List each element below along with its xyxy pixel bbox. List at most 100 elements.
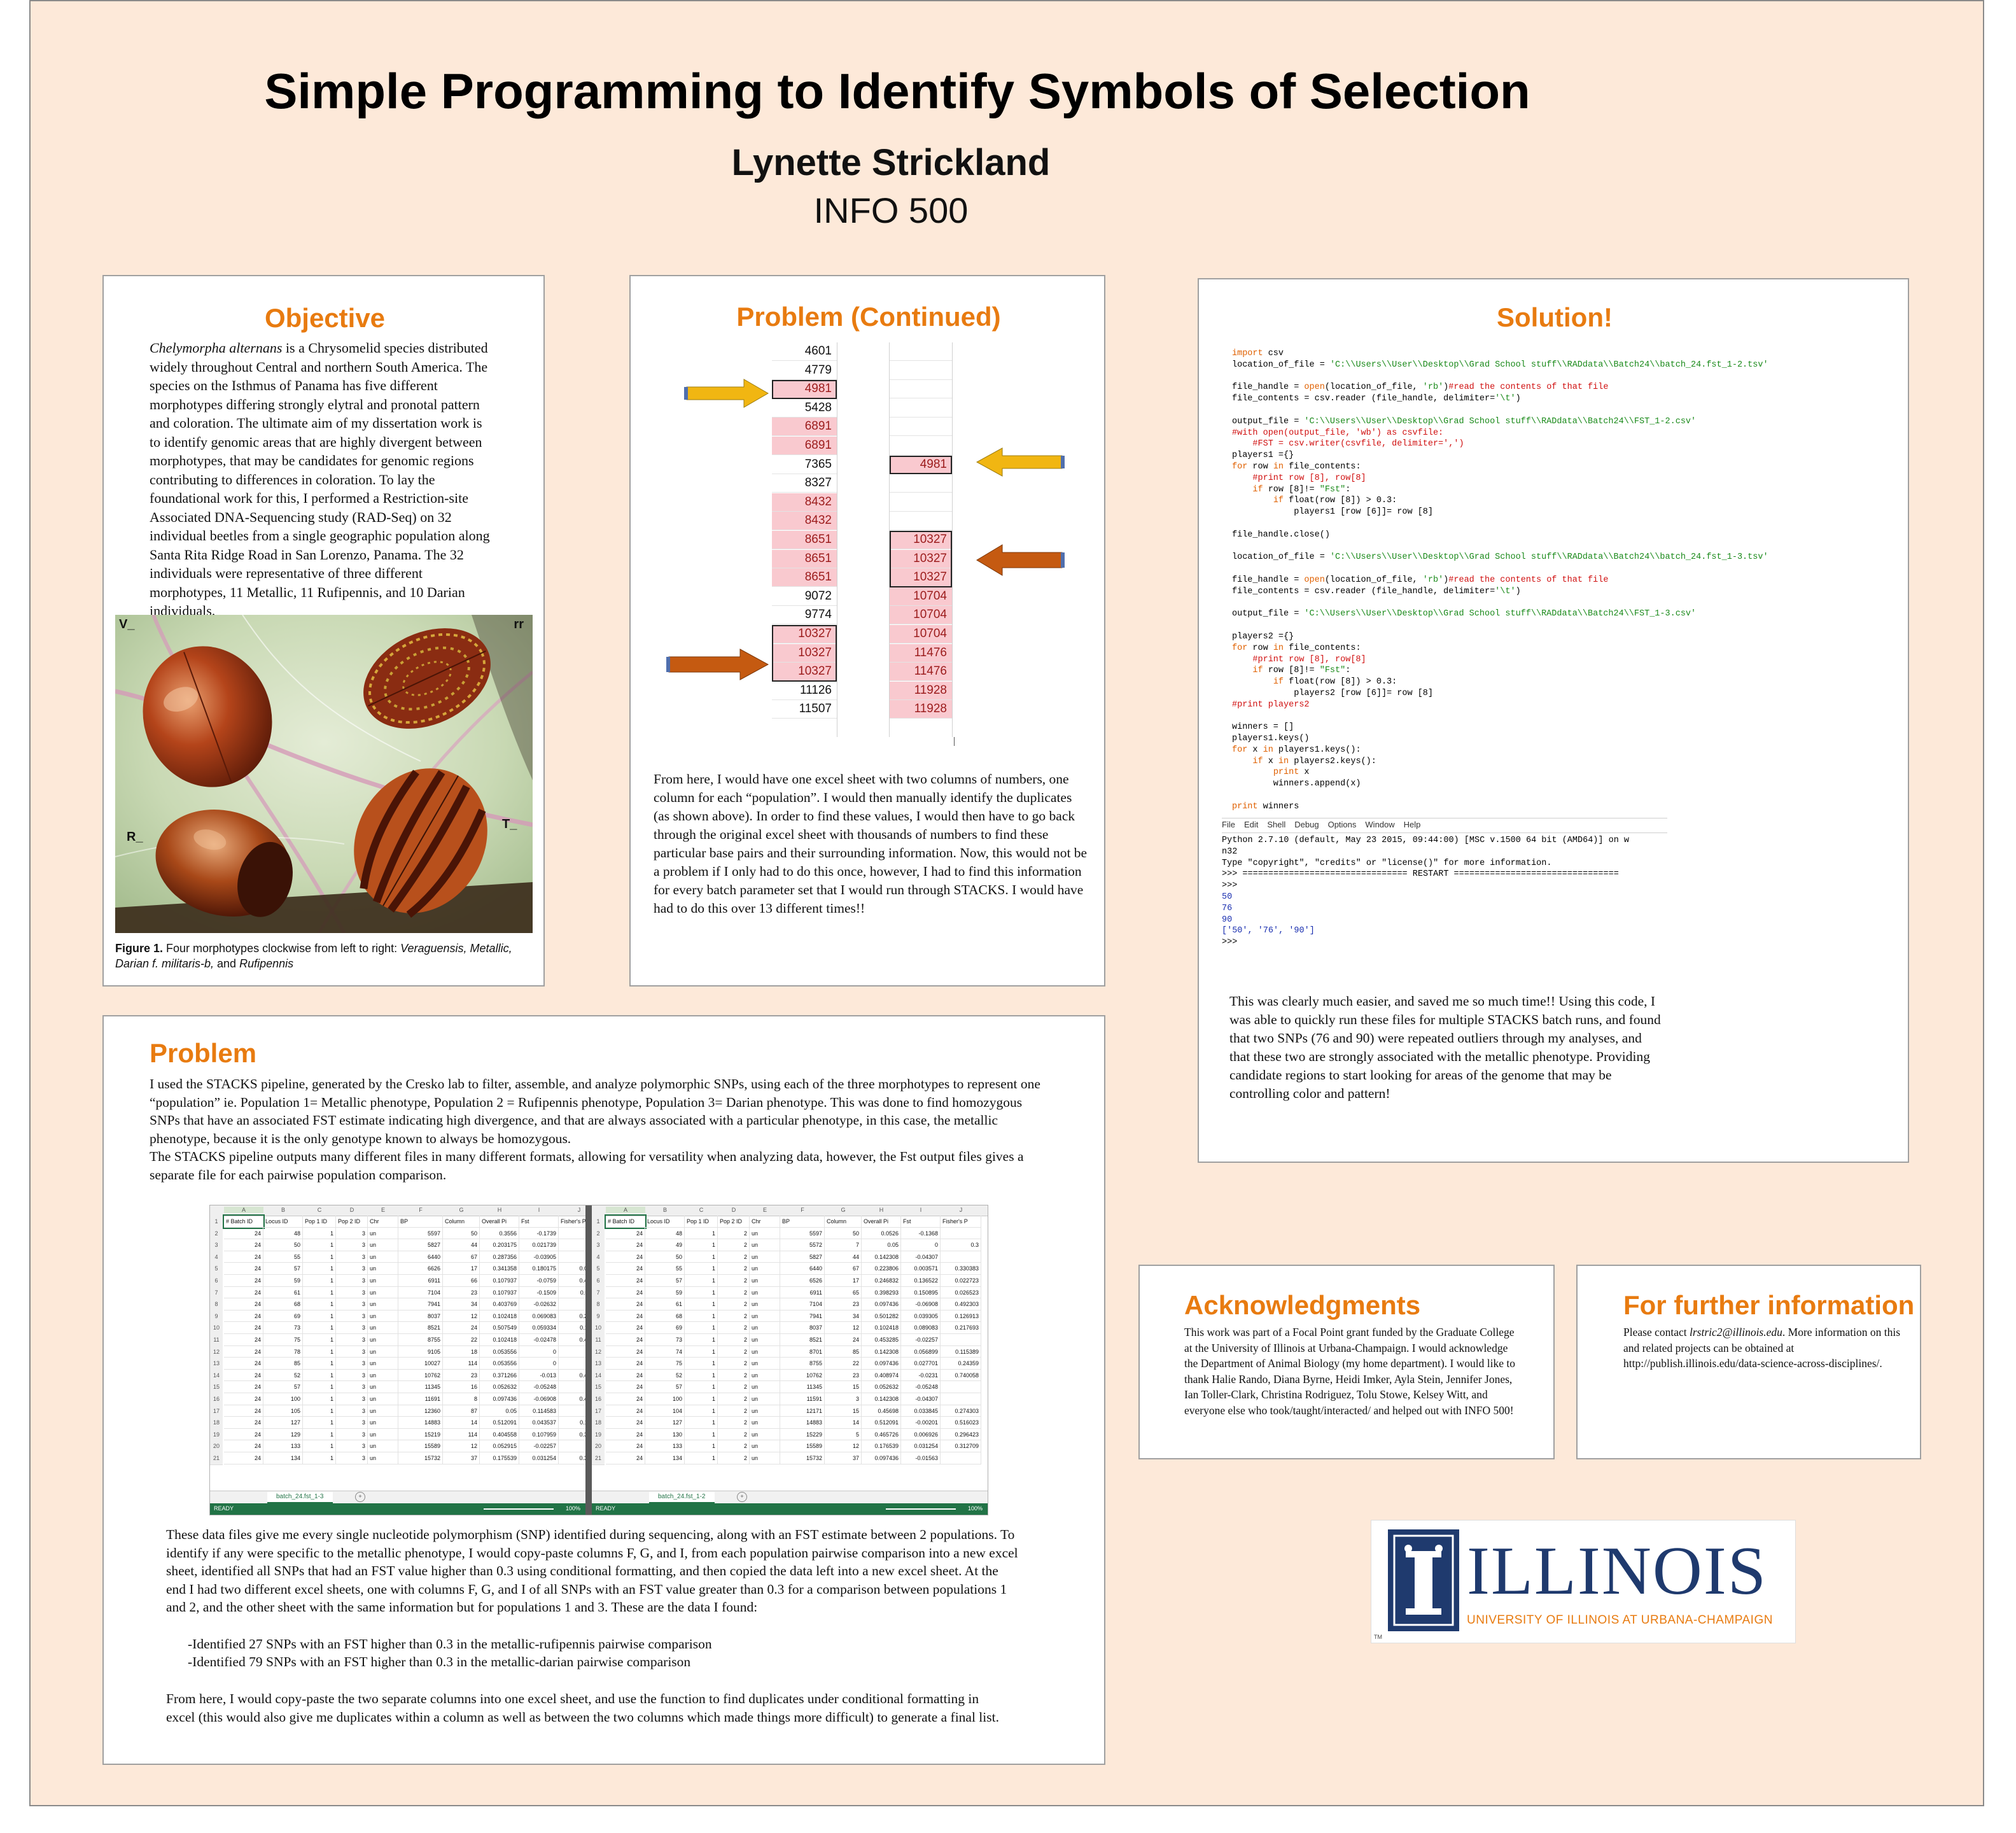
sheet-cell[interactable]: 0.516023	[941, 1417, 981, 1429]
sheet-cell[interactable]: 2	[718, 1393, 750, 1405]
sheet-cell[interactable]: 0.142308	[862, 1393, 901, 1405]
sheet-cell[interactable]: 2	[718, 1310, 750, 1323]
sheet-cell[interactable]: un	[750, 1227, 780, 1240]
shell-menu-debug[interactable]: Debug	[1294, 820, 1319, 829]
sheet-cell[interactable]: 8521	[780, 1334, 825, 1346]
sheet-cell[interactable]: 75	[263, 1334, 303, 1346]
sheet-cell[interactable]: 1	[303, 1239, 336, 1251]
sheet-cell[interactable]: 73	[263, 1322, 303, 1334]
sheet-cell[interactable]: 12	[825, 1322, 862, 1334]
sheet-cell[interactable]: 3	[336, 1227, 368, 1240]
sheet-cell[interactable]: un	[750, 1405, 780, 1417]
sheet-cell[interactable]: 17	[825, 1275, 862, 1287]
sheet-cell[interactable]: 5572	[780, 1239, 825, 1251]
sheet-cell[interactable]: 133	[263, 1440, 303, 1452]
sheet-cell[interactable]: 0.097436	[862, 1358, 901, 1370]
sheet-cell[interactable]: 7104	[780, 1298, 825, 1310]
sheet-cell[interactable]: 5597	[780, 1227, 825, 1240]
sheet-cell[interactable]: 0.021739	[519, 1239, 559, 1251]
sheet-cell[interactable]: 3	[336, 1239, 368, 1251]
sheet-cell[interactable]: 24	[224, 1334, 263, 1346]
sheet-cell[interactable]: 0.217693	[941, 1322, 981, 1334]
sheet-cell[interactable]: 0	[559, 1346, 585, 1358]
sheet-cell[interactable]: 0.4920	[559, 1275, 585, 1287]
sheet-cell[interactable]: 3	[336, 1369, 368, 1382]
sheet-cell[interactable]: -0.0759	[519, 1275, 559, 1287]
column-letter[interactable]: I	[920, 1207, 922, 1213]
sheet-cell[interactable]: 11591	[780, 1393, 825, 1405]
sheet-cell[interactable]	[559, 1239, 585, 1251]
sheet-cell[interactable]: 134	[263, 1452, 303, 1464]
sheet-cell[interactable]: 0.176539	[862, 1440, 901, 1452]
sheet-cell[interactable]: 0.107937	[480, 1286, 519, 1299]
sheet-cell[interactable]: 3	[336, 1417, 368, 1429]
sheet-cell[interactable]: 1	[685, 1227, 718, 1240]
sheet-cell[interactable]: -0.1509	[519, 1286, 559, 1299]
sheet-cell[interactable]: 3	[336, 1275, 368, 1287]
sheet-cell[interactable]: -0.0231	[901, 1369, 941, 1382]
sheet-cell[interactable]: 0.114583	[519, 1405, 559, 1417]
sheet-cell[interactable]: un	[368, 1251, 398, 1263]
sheet-cell[interactable]: 78	[263, 1345, 303, 1358]
sheet-cell[interactable]: 0.150895	[901, 1286, 941, 1299]
sheet-cell[interactable]: -0.01563	[901, 1452, 941, 1464]
sheet-cell[interactable]: 12	[443, 1440, 480, 1452]
sheet-cell[interactable]: 0.465726	[862, 1428, 901, 1441]
sheet-cell[interactable]: 22	[825, 1358, 862, 1370]
sheet-cell[interactable]: 2	[718, 1440, 750, 1452]
sheet-cell[interactable]: 10762	[398, 1369, 443, 1382]
sheet-header-cell[interactable]: Column	[825, 1216, 862, 1228]
sheet-cell[interactable]: 0.0526	[862, 1227, 901, 1240]
sheet-cell[interactable]: 0.24359	[941, 1358, 981, 1370]
sheet-cell[interactable]: 0.512091	[862, 1417, 901, 1429]
sheet-cell[interactable]: un	[750, 1452, 780, 1464]
sheet-cell[interactable]: un	[750, 1381, 780, 1393]
sheet-cell[interactable]: 0.223806	[862, 1263, 901, 1275]
sheet-cell[interactable]: 0.115389	[941, 1345, 981, 1358]
sheet-cell[interactable]: 44	[825, 1251, 862, 1263]
sheet-cell[interactable]: un	[368, 1428, 398, 1441]
sheet-cell[interactable]	[941, 1452, 981, 1464]
sheet-cell[interactable]: 0.05	[862, 1239, 901, 1251]
sheet-cell[interactable]: 1	[303, 1345, 336, 1358]
sheet-cell[interactable]: 0.026523	[941, 1286, 981, 1299]
sheet-cell[interactable]: 8701	[780, 1345, 825, 1358]
sheet-cell[interactable]: 0.097436	[480, 1393, 519, 1405]
sheet-cell[interactable]: 0.507549	[480, 1322, 519, 1334]
sheet-cell[interactable]: 129	[263, 1428, 303, 1441]
sheet-cell[interactable]: -0.05248	[519, 1381, 559, 1393]
sheet-cell[interactable]: 0.043537	[519, 1417, 559, 1429]
sheet-cell[interactable]: 59	[645, 1286, 685, 1299]
sheet-cell[interactable]	[941, 1251, 981, 1263]
column-letter[interactable]: A	[606, 1207, 645, 1213]
sheet-cell[interactable]: 1	[303, 1334, 336, 1346]
sheet-cell[interactable]: 48	[263, 1227, 303, 1240]
sheet-cell[interactable]: un	[368, 1440, 398, 1452]
sheet-cell[interactable]: 0.033845	[901, 1405, 941, 1417]
sheet-cell[interactable]: 24	[224, 1322, 263, 1334]
sheet-cell[interactable]: 127	[645, 1417, 685, 1429]
sheet-cell[interactable]: 1	[685, 1393, 718, 1405]
sheet-cell[interactable]: 24	[224, 1440, 263, 1452]
sheet-cell[interactable]: un	[368, 1239, 398, 1251]
sheet-cell[interactable]: un	[750, 1358, 780, 1370]
sheet-header-cell[interactable]: # Batch ID	[605, 1214, 647, 1229]
sheet-cell[interactable]: un	[368, 1369, 398, 1382]
sheet-cell[interactable]: 22	[443, 1334, 480, 1346]
sheet-cell[interactable]: 0.203175	[480, 1239, 519, 1251]
sheet-cell[interactable]: 0.371266	[480, 1369, 519, 1382]
column-letter[interactable]: D	[349, 1207, 354, 1213]
sheet-cell[interactable]: 0.398293	[862, 1286, 901, 1299]
sheet-cell[interactable]: 2	[718, 1286, 750, 1299]
sheet-cell[interactable]: 8037	[780, 1322, 825, 1334]
sheet-cell[interactable]: 0.107959	[519, 1428, 559, 1441]
sheet-cell[interactable]: 0.2176	[559, 1310, 585, 1323]
sheet-cell[interactable]: 0.512091	[480, 1417, 519, 1429]
sheet-cell[interactable]: 11345	[780, 1381, 825, 1393]
sheet-cell[interactable]: 15229	[780, 1428, 825, 1441]
sheet-cell[interactable]: -0.013	[519, 1369, 559, 1382]
sheet-cell[interactable]: 3	[336, 1405, 368, 1417]
sheet-cell[interactable]: 10027	[398, 1358, 443, 1370]
sheet-cell[interactable]: 0.05	[480, 1405, 519, 1417]
sheet-cell[interactable]: 0.0034	[559, 1263, 585, 1275]
